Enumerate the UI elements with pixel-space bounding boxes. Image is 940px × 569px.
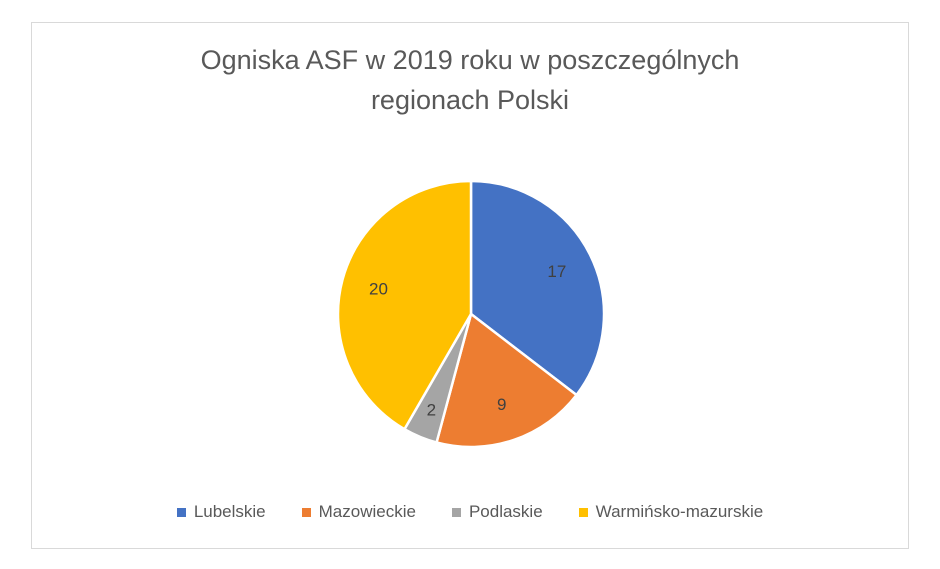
legend-swatch-podlaskie xyxy=(451,507,461,517)
legend-swatch-mazowieckie xyxy=(301,507,311,517)
chart-title: Ogniska ASF w 2019 roku w poszczególnych… xyxy=(0,40,940,120)
data-label-mazowieckie: 9 xyxy=(497,395,506,414)
legend-item-mazowieckie: Mazowieckie xyxy=(301,502,416,522)
legend-swatch-warminsko-mazurskie xyxy=(578,507,588,517)
legend-label-mazowieckie: Mazowieckie xyxy=(318,502,416,521)
legend-swatch-lubelskie xyxy=(176,507,186,517)
legend-item-warminsko-mazurskie: Warmińsko-mazurskie xyxy=(578,502,764,522)
legend-item-podlaskie: Podlaskie xyxy=(451,502,543,522)
legend-label-podlaskie: Podlaskie xyxy=(468,502,543,521)
legend-label-lubelskie: Lubelskie xyxy=(193,502,266,521)
pie-slice-mazowieckie xyxy=(435,311,579,449)
legend-label-warminsko-mazurskie: Warmińsko-mazurskie xyxy=(595,502,764,521)
chart-title-line-1: Ogniska ASF w 2019 roku w poszczególnych xyxy=(200,45,740,75)
data-label-lubelskie: 17 xyxy=(547,262,566,281)
pie-slice-lubelskie xyxy=(469,179,606,397)
chart-title-line-2: regionach Polski xyxy=(370,85,570,115)
chart-legend: Lubelskie Mazowieckie Podlaskie Warmińsk… xyxy=(0,502,940,522)
data-label-podlaskie: 2 xyxy=(427,400,436,419)
pie-slice-warminsko-mazurskie xyxy=(336,179,473,431)
legend-item-lubelskie: Lubelskie xyxy=(176,502,266,522)
data-label-warminsko-mazurskie: 20 xyxy=(369,280,388,299)
